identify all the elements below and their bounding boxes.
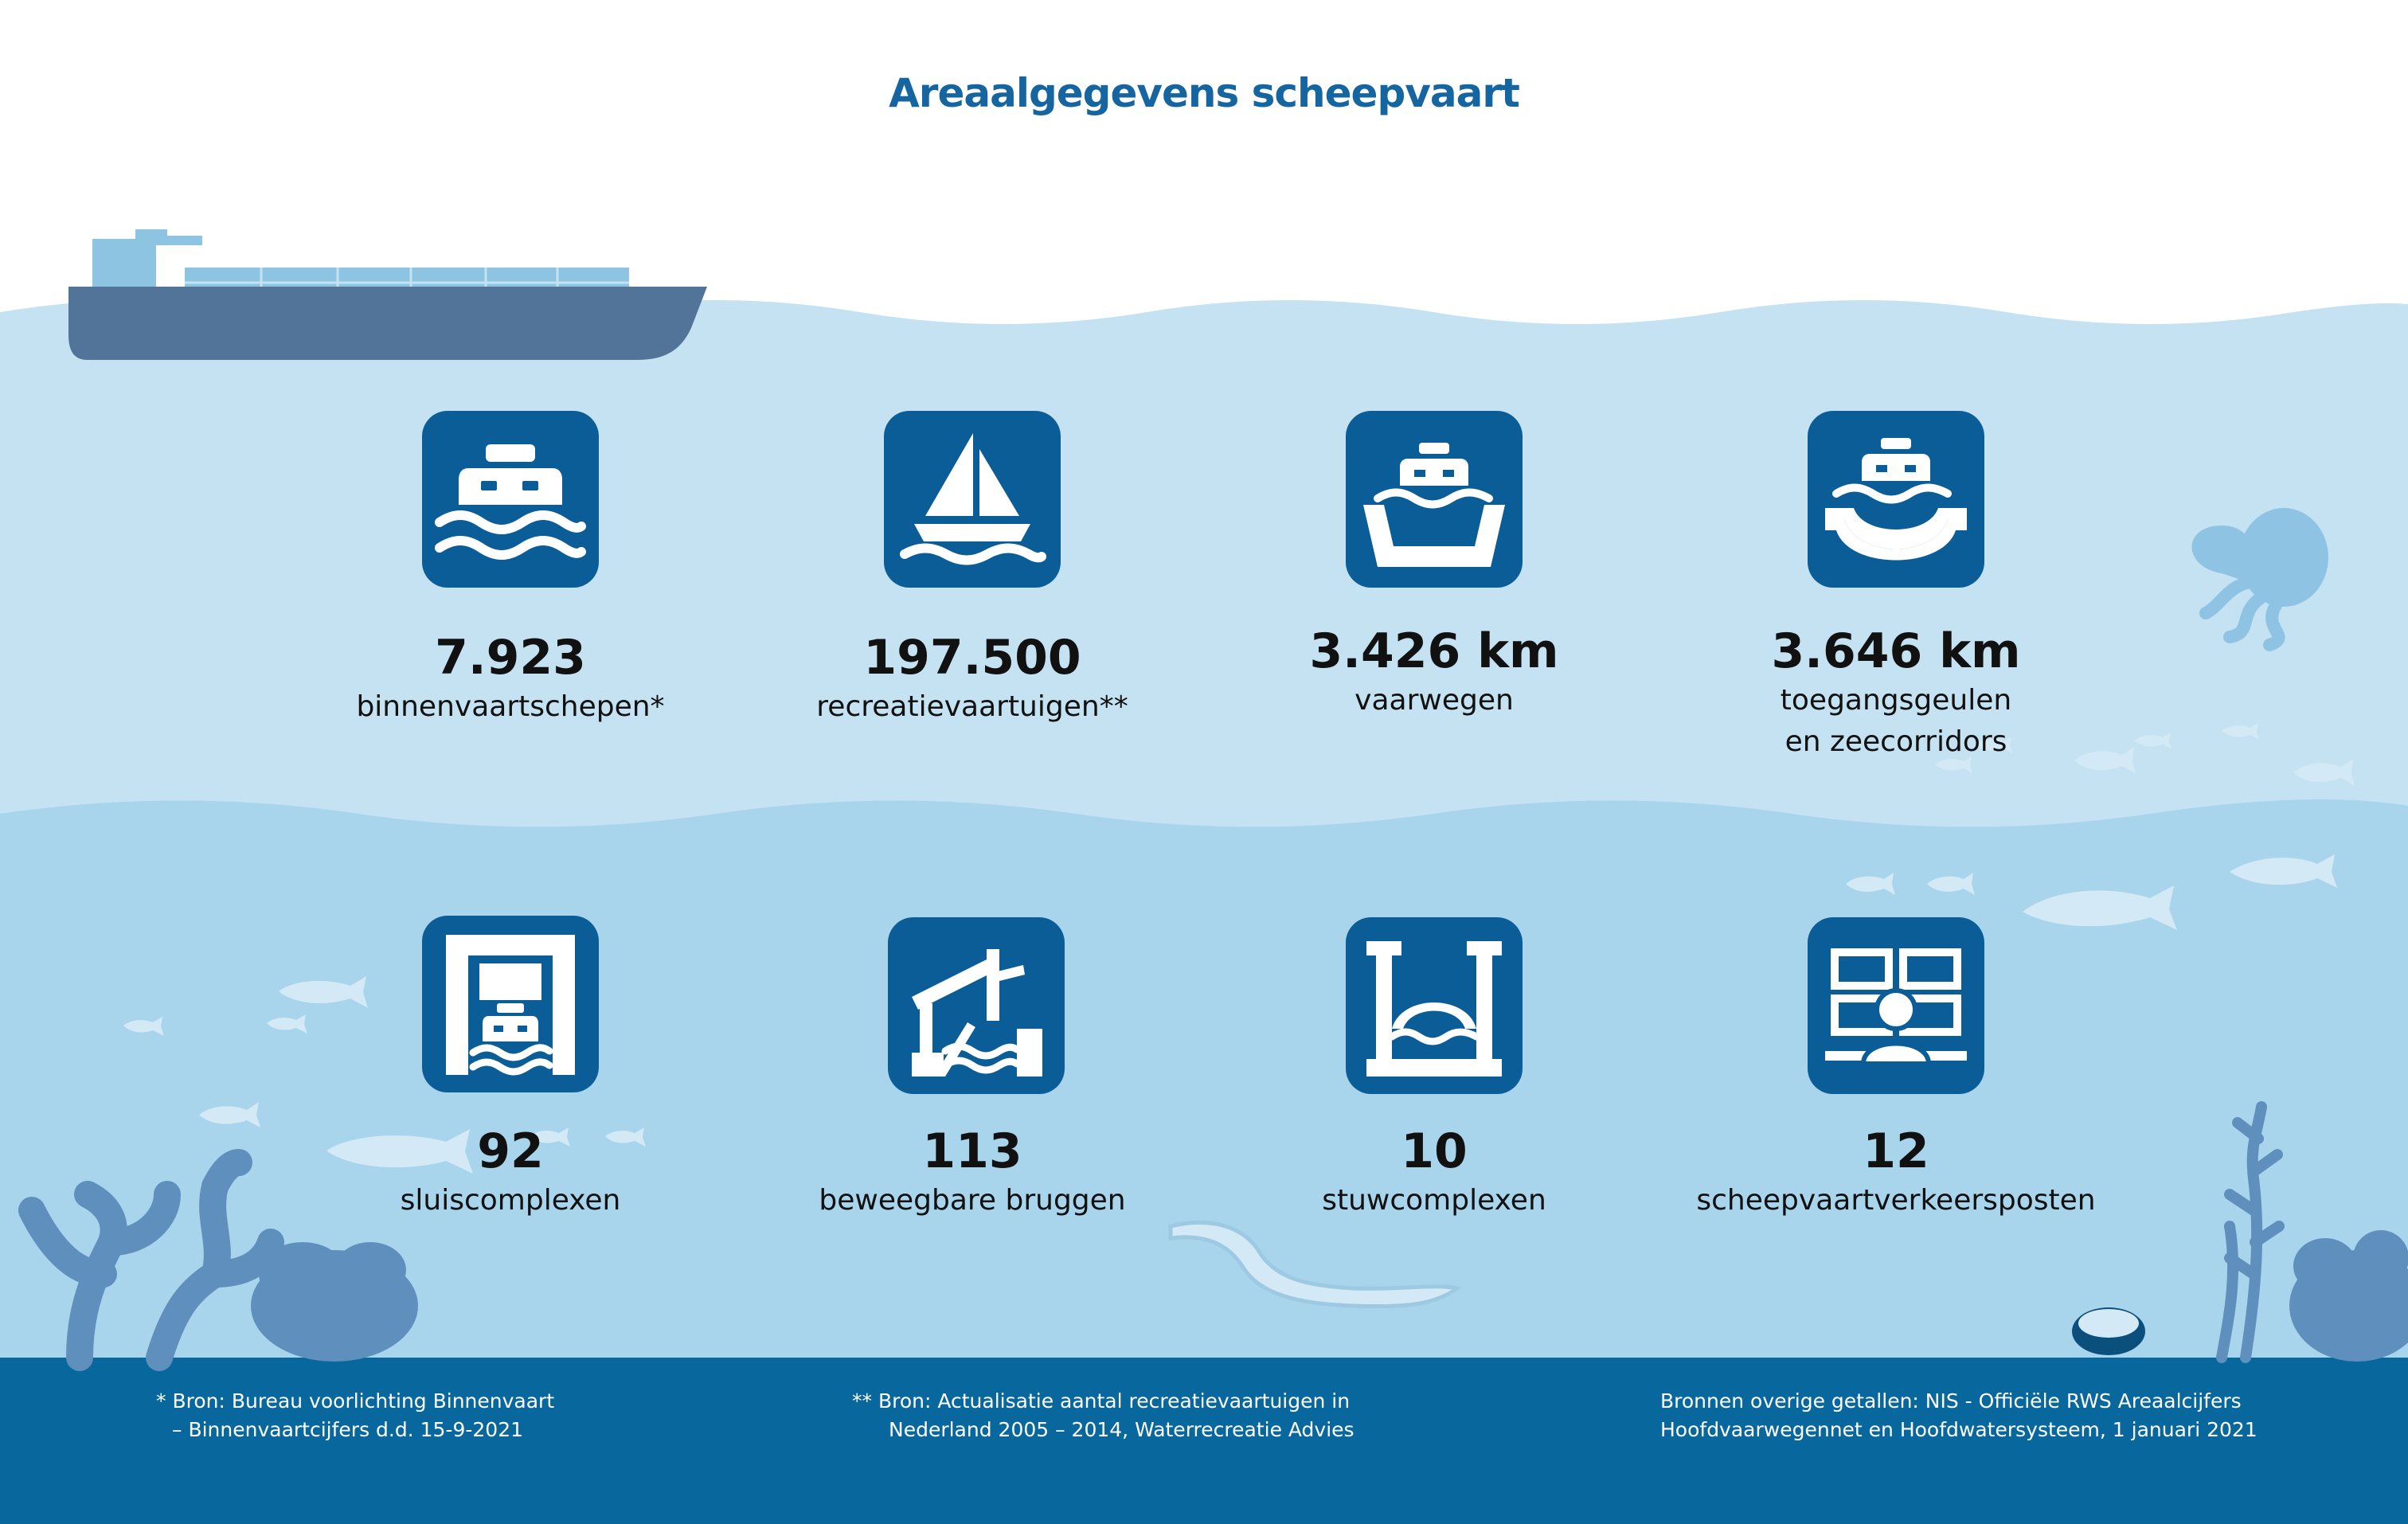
footnote-line: * Bron: Bureau voorlichting Binnenvaart [156, 1389, 555, 1413]
eel-icon [1168, 1220, 1463, 1309]
stat-label: toegangsgeulen [1780, 684, 2012, 717]
sponge-icon [251, 1242, 418, 1362]
stat-toegangsgeulen: 3.646 km toegangsgeulen en zeecorridors [1689, 623, 2103, 763]
stat-scheepvaartverkeersposten: 12 scheepvaartverkeersposten [1689, 1123, 2103, 1221]
waterway-ship-icon [1346, 411, 1523, 588]
stat-beweegbare-bruggen: 113 beweegbare bruggen [765, 1123, 1179, 1221]
movable-bridge-icon [888, 917, 1065, 1094]
stat-label: recreatievaartuigen** [816, 690, 1128, 723]
weir-complex-icon [1346, 917, 1523, 1094]
stat-value: 197.500 [863, 630, 1081, 686]
cargo-ship-icon [68, 229, 707, 360]
mussel-icon [2072, 1307, 2145, 1355]
inland-ship-icon [422, 411, 599, 588]
footnote-line: Nederland 2005 – 2014, Waterrecreatie Ad… [889, 1418, 1354, 1441]
stat-value: 10 [1401, 1123, 1468, 1179]
stat-label: vaarwegen [1354, 684, 1514, 717]
sailboat-icon [884, 411, 1061, 588]
coral-icon [18, 1149, 284, 1371]
stat-label: binnenvaartschepen* [356, 690, 665, 723]
coral-right-icon [2289, 1230, 2408, 1362]
footnote-line: Hoofdvaarwegennet en Hoofdwatersysteem, … [1660, 1418, 2258, 1441]
lock-complex-icon [422, 916, 599, 1092]
stat-label: sluiscomplexen [400, 1184, 621, 1217]
footnote-2: ** Bron: Actualisatie aantal recreatieva… [852, 1387, 1354, 1444]
sea-channel-ship-icon [1808, 411, 1984, 588]
stat-label: scheepvaartverkeersposten [1696, 1184, 2096, 1217]
stat-value: 92 [477, 1123, 544, 1179]
stat-value: 113 [922, 1123, 1022, 1179]
stat-value: 3.646 km [1771, 623, 2021, 679]
stat-label-line2: en zeecorridors [1784, 725, 2007, 758]
stat-value: 7.923 [435, 630, 586, 686]
footnote-line: Bronnen overige getallen: NIS - Officiël… [1660, 1389, 2242, 1413]
page-title: Areaalgegevens scheepvaart [889, 70, 1520, 116]
sea-floor [0, 1358, 2408, 1524]
stat-sluiscomplexen: 92 sluiscomplexen [303, 1123, 717, 1221]
footnote-line: – Binnenvaartcijfers d.d. 15-9-2021 [172, 1418, 524, 1441]
stat-vaarwegen: 3.426 km vaarwegen [1227, 623, 1641, 721]
jellyfish-icon [2191, 508, 2328, 651]
traffic-post-icon [1808, 917, 1984, 1094]
footnote-line: ** Bron: Actualisatie aantal recreatieva… [852, 1389, 1351, 1413]
stat-stuwcomplexen: 10 stuwcomplexen [1227, 1123, 1641, 1221]
mid-water-wave [0, 799, 2408, 1524]
stat-value: 12 [1863, 1123, 1929, 1179]
footnote-3: Bronnen overige getallen: NIS - Officiël… [1660, 1387, 2258, 1444]
stat-label: beweegbare bruggen [819, 1184, 1126, 1217]
stat-binnenvaartschepen: 7.923 binnenvaartschepen* [303, 629, 717, 728]
stat-value: 3.426 km [1309, 623, 1559, 679]
footnote-1: * Bron: Bureau voorlichting Binnenvaart … [156, 1387, 554, 1444]
seaweed-icon [2216, 1101, 2285, 1363]
stat-label: stuwcomplexen [1322, 1184, 1546, 1217]
stat-recreatievaartuigen: 197.500 recreatievaartuigen** [765, 629, 1179, 728]
fish-school [123, 723, 2355, 1174]
